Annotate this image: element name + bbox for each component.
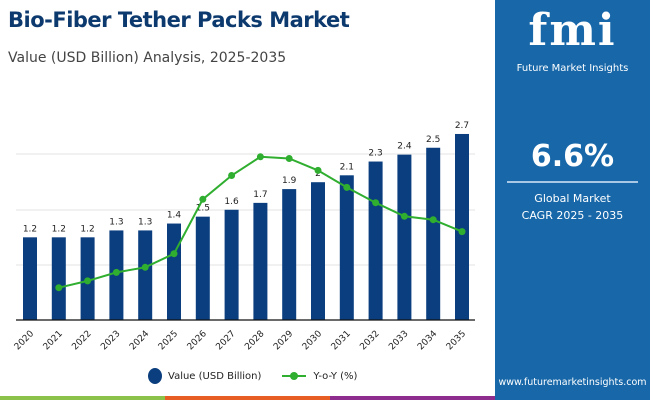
yoy-point bbox=[228, 172, 236, 179]
chart-plot: 1.2 2020 1.2 2021 1.2 2022 1.3 2023 1.3 2024 1.4 20… bbox=[13, 121, 475, 352]
x-tick-label: 2034 bbox=[416, 329, 439, 352]
x-tick-label: 2033 bbox=[387, 329, 410, 352]
yoy-point bbox=[343, 183, 351, 191]
x-tick-label: 2023 bbox=[99, 329, 122, 352]
yoy-point bbox=[372, 199, 380, 207]
cagr-label: Global Market CAGR 2025 - 2035 bbox=[495, 190, 650, 224]
bar-value-label: 1.3 bbox=[138, 217, 152, 227]
yoy-point bbox=[285, 155, 293, 162]
yoy-point bbox=[458, 228, 466, 236]
chart-title: Bio-Fiber Tether Packs Market bbox=[8, 8, 350, 32]
yoy-point bbox=[199, 195, 207, 203]
yoy-point bbox=[112, 268, 120, 276]
cagr-value: 6.6% bbox=[530, 139, 615, 174]
x-tick-label: 2027 bbox=[214, 329, 237, 352]
bar-value-label: 1.6 bbox=[224, 197, 239, 207]
bar bbox=[397, 154, 412, 320]
yoy-point bbox=[429, 216, 437, 224]
x-tick-label: 2028 bbox=[243, 329, 266, 352]
bar bbox=[51, 237, 66, 320]
bar-value-label: 2.3 bbox=[368, 149, 382, 159]
brand-panel: fmi Future Market Insights 6.6% Global M… bbox=[495, 0, 650, 400]
bar-value-label: 1.9 bbox=[282, 176, 297, 186]
bar bbox=[253, 202, 268, 320]
chart-subtitle: Value (USD Billion) Analysis, 2025-2035 bbox=[8, 50, 287, 66]
fmi-logo: fmi bbox=[528, 5, 617, 56]
bar-value-label: 1.3 bbox=[109, 217, 123, 227]
bar bbox=[195, 216, 210, 320]
brand-name: Future Market Insights bbox=[516, 63, 629, 74]
yoy-point bbox=[84, 277, 92, 285]
yoy-point bbox=[256, 153, 264, 161]
x-tick-label: 2030 bbox=[301, 329, 324, 352]
yoy-point bbox=[55, 284, 63, 292]
legend: Value (USD Billion) Y-o-Y (%) bbox=[148, 368, 357, 384]
bar-value-label: 1.2 bbox=[80, 224, 94, 234]
website-link[interactable]: www.futuremarketinsights.com bbox=[498, 377, 647, 388]
bar bbox=[368, 161, 383, 320]
x-tick-label: 2021 bbox=[42, 329, 65, 352]
legend-line-label: Y-o-Y (%) bbox=[313, 370, 358, 382]
divider bbox=[507, 181, 638, 183]
legend-line-swatch bbox=[282, 372, 307, 380]
bar bbox=[311, 182, 325, 320]
x-tick-label: 2031 bbox=[330, 329, 353, 352]
bar-value-label: 1.7 bbox=[253, 190, 267, 200]
cagr-label-1: Global Market bbox=[534, 192, 611, 205]
x-tick-label: 2024 bbox=[128, 329, 151, 352]
x-tick-label: 2022 bbox=[70, 329, 93, 352]
bar-value-label: 1.2 bbox=[52, 224, 66, 234]
footer-strip-purple bbox=[330, 396, 495, 400]
x-tick-label: 2020 bbox=[13, 329, 36, 352]
cagr-label-2: CAGR 2025 - 2035 bbox=[521, 209, 624, 222]
x-tick-label: 2029 bbox=[272, 329, 295, 352]
bar bbox=[23, 237, 37, 320]
yoy-point bbox=[314, 166, 322, 174]
x-tick-label: 2026 bbox=[186, 329, 209, 352]
yoy-point bbox=[170, 250, 178, 258]
yoy-point bbox=[141, 263, 149, 271]
bar bbox=[339, 175, 354, 320]
x-tick-label: 2025 bbox=[157, 329, 180, 352]
bar bbox=[167, 223, 181, 320]
bar bbox=[138, 230, 153, 320]
bar-value-label: 2.7 bbox=[455, 121, 469, 131]
bar-value-label: 2.4 bbox=[397, 142, 412, 152]
legend-bar-swatch bbox=[148, 368, 162, 384]
bar-value-label: 2.5 bbox=[426, 135, 440, 145]
bar bbox=[282, 189, 297, 320]
x-tick-label: 2032 bbox=[358, 329, 381, 352]
bar-value-label: 1.4 bbox=[167, 211, 182, 221]
bar bbox=[426, 147, 441, 320]
bar bbox=[455, 133, 469, 320]
x-tick-label: 2035 bbox=[445, 329, 468, 352]
bar-value-label: 2 bbox=[315, 169, 321, 179]
bar-value-label: 1.2 bbox=[23, 224, 37, 234]
bar bbox=[224, 209, 239, 320]
footer-strip-orange bbox=[165, 396, 330, 400]
yoy-point bbox=[400, 212, 408, 220]
bar-value-label: 2.1 bbox=[340, 162, 354, 172]
footer-strip-green bbox=[0, 396, 165, 400]
legend-bar-label: Value (USD Billion) bbox=[168, 370, 262, 382]
bar-value-label: 1.5 bbox=[196, 204, 210, 214]
